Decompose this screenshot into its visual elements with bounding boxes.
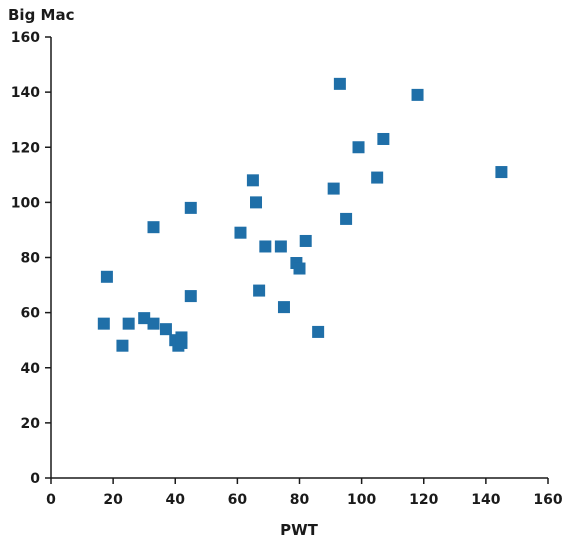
data-point — [250, 196, 263, 209]
y-axis-title: Big Mac — [8, 6, 74, 24]
y-tick-label: 20 — [21, 416, 41, 432]
data-point — [138, 312, 151, 325]
y-tick-label: 160 — [11, 30, 40, 46]
x-tick-label: 80 — [290, 492, 310, 508]
data-point — [333, 77, 346, 90]
data-point — [259, 240, 272, 253]
data-point — [411, 88, 424, 101]
data-point — [175, 331, 188, 344]
data-point — [184, 201, 197, 214]
data-point — [159, 323, 172, 336]
data-point — [122, 317, 135, 330]
data-point — [147, 317, 160, 330]
data-point — [495, 166, 508, 179]
data-point — [277, 301, 290, 314]
x-tick-label: 100 — [347, 492, 376, 508]
data-point — [97, 317, 110, 330]
y-tick-label: 120 — [11, 140, 40, 156]
data-point — [371, 171, 384, 184]
data-point — [293, 262, 306, 275]
y-tick-label: 60 — [21, 306, 41, 322]
data-point — [184, 290, 197, 303]
x-tick-label: 140 — [471, 492, 500, 508]
data-point — [234, 226, 247, 239]
data-point — [274, 240, 287, 253]
data-point — [100, 270, 113, 283]
x-tick-label: 0 — [46, 492, 56, 508]
x-axis-ticks: 0 20 40 60 80 100 120 140 160 — [46, 478, 562, 508]
data-point — [377, 132, 390, 145]
x-tick-label: 60 — [228, 492, 248, 508]
y-axis-ticks: 0 20 40 60 80 100 120 140 160 — [11, 30, 51, 487]
x-tick-label: 120 — [409, 492, 438, 508]
x-tick-label: 40 — [166, 492, 186, 508]
data-point — [116, 339, 129, 352]
x-tick-label: 20 — [103, 492, 123, 508]
data-point — [312, 325, 325, 338]
data-points — [97, 77, 508, 352]
data-point — [147, 221, 160, 234]
x-axis-title: PWT — [280, 521, 319, 539]
y-tick-label: 40 — [21, 361, 41, 377]
data-point — [299, 234, 312, 247]
y-tick-label: 100 — [11, 195, 40, 211]
y-tick-label: 140 — [11, 85, 40, 101]
data-point — [352, 141, 365, 154]
data-point — [253, 284, 266, 297]
x-tick-label: 160 — [533, 492, 562, 508]
data-point — [246, 174, 259, 187]
data-point — [340, 212, 353, 225]
y-tick-label: 80 — [21, 251, 41, 267]
y-tick-label: 0 — [30, 471, 40, 487]
data-point — [327, 182, 340, 195]
